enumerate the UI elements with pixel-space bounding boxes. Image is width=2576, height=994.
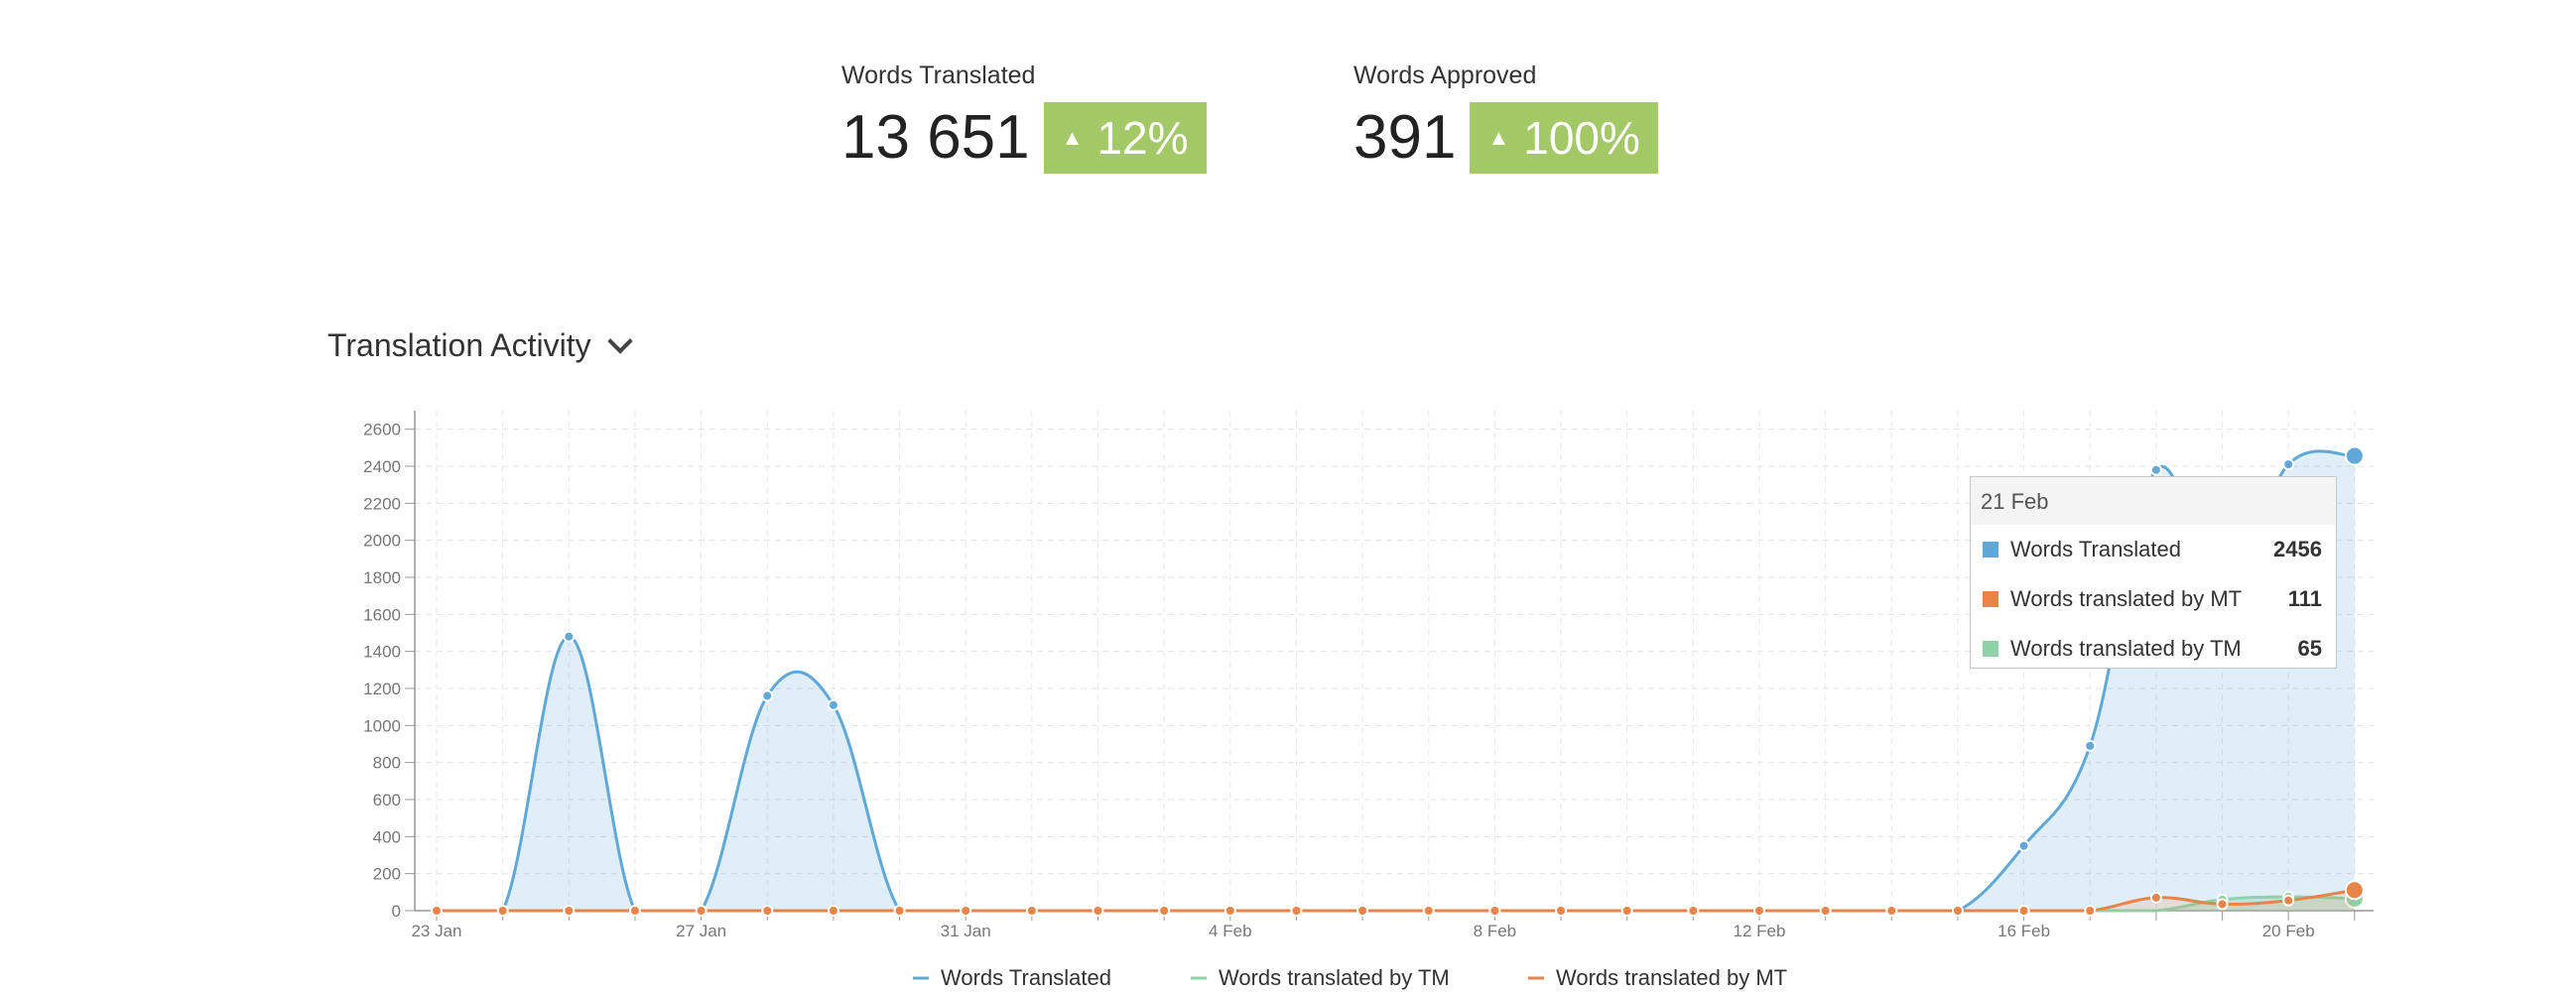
legend-swatch-icon: [1983, 641, 1998, 657]
data-point: [761, 689, 774, 702]
data-point: [1687, 905, 1700, 917]
data-point: [2216, 898, 2229, 911]
x-tick-label: 12 Feb: [1734, 922, 1786, 940]
tooltip-series-name: Words Translated: [2010, 537, 2182, 561]
x-tick-label: 23 Jan: [411, 922, 461, 940]
data-point: [1025, 905, 1038, 917]
y-tick-label: 600: [373, 791, 401, 809]
data-point: [1158, 905, 1171, 917]
tooltip-series-value: 65: [2297, 636, 2322, 661]
words-approved-stat: Words Approved 391 ▲ 100%: [1353, 62, 1658, 174]
tooltip-series-value: 111: [2287, 586, 2322, 611]
legend-swatch-icon: [1983, 591, 1998, 607]
data-point: [431, 905, 443, 917]
y-tick-label: 1400: [363, 643, 401, 662]
data-point: [2017, 905, 2030, 917]
y-tick-label: 1000: [363, 716, 401, 735]
translation-activity-header[interactable]: Translation Activity: [327, 327, 633, 364]
words-approved-change-badge: ▲ 100%: [1470, 102, 1658, 174]
y-tick-label: 2600: [363, 421, 401, 439]
up-triangle-icon: ▲: [1061, 125, 1084, 150]
data-point: [960, 905, 972, 917]
data-point: [827, 698, 839, 711]
words-approved-label: Words Approved: [1353, 62, 1537, 89]
legend-swatch-icon: [1983, 542, 1998, 558]
up-triangle-icon: ▲: [1487, 125, 1510, 150]
y-tick-label: 1200: [363, 680, 401, 698]
data-point: [2017, 839, 2030, 852]
words-translated-change-badge: ▲ 12%: [1043, 102, 1207, 174]
x-tick-label: 31 Jan: [941, 922, 991, 940]
data-point: [1753, 905, 1765, 917]
data-point: [1488, 905, 1501, 917]
tooltip-series-name: Words translated by TM: [2010, 636, 2242, 661]
data-point: [1290, 905, 1303, 917]
words-translated-stat: Words Translated 13 651 ▲ 12%: [841, 62, 1207, 174]
x-tick-label: 8 Feb: [1474, 922, 1516, 940]
data-point: [695, 905, 708, 917]
tooltip-row: Words translated by TM 65: [1971, 624, 2336, 674]
data-point: [2084, 739, 2097, 752]
data-point: [496, 905, 509, 917]
data-point: [2344, 445, 2365, 466]
data-point: [2282, 894, 2295, 907]
y-tick-label: 800: [373, 754, 401, 773]
x-tick-label: 27 Jan: [676, 922, 726, 940]
data-point: [563, 630, 576, 643]
y-tick-label: 2400: [363, 457, 401, 476]
tooltip-date: 21 Feb: [1971, 477, 2336, 525]
data-point: [1885, 905, 1898, 917]
data-point: [1422, 905, 1435, 917]
data-point: [1224, 905, 1236, 917]
y-tick-label: 400: [373, 827, 401, 846]
data-point: [827, 905, 839, 917]
words-translated-change: 12%: [1096, 112, 1189, 164]
legend-item: Words translated by MT: [1556, 965, 1787, 990]
y-tick-label: 2000: [363, 532, 401, 551]
data-point: [1620, 905, 1633, 917]
data-point: [1356, 905, 1369, 917]
words-translated-value: 13 651: [841, 103, 1030, 172]
data-point: [2344, 880, 2365, 901]
tooltip-row: Words translated by MT 111: [1971, 574, 2336, 624]
y-tick-label: 1800: [363, 568, 401, 587]
words-approved-change: 100%: [1523, 112, 1640, 164]
series-line: [437, 888, 2356, 913]
series-area: [437, 890, 2355, 911]
data-point: [563, 905, 576, 917]
data-point: [628, 905, 641, 917]
data-point: [2084, 905, 2097, 917]
y-tick-label: 2200: [363, 494, 401, 513]
legend-item: Words translated by TM: [1219, 965, 1450, 990]
words-approved-value: 391: [1353, 103, 1457, 172]
y-tick-label: 0: [392, 902, 401, 921]
data-point: [1092, 905, 1104, 917]
data-point: [893, 905, 906, 917]
data-point: [1555, 905, 1568, 917]
data-point: [1819, 905, 1832, 917]
legend-item: Words Translated: [941, 965, 1111, 990]
tooltip-series-name: Words translated by MT: [2010, 586, 2243, 611]
tooltip-row: Words Translated 2456: [1971, 525, 2336, 574]
chart-tooltip: 21 Feb Words Translated 2456 Words trans…: [1970, 476, 2337, 669]
data-point: [2149, 891, 2162, 904]
x-tick-label: 4 Feb: [1209, 922, 1251, 940]
data-point: [2282, 458, 2295, 471]
x-tick-label: 16 Feb: [1997, 922, 2050, 940]
y-tick-label: 1600: [363, 605, 401, 624]
data-point: [2149, 463, 2162, 476]
tooltip-series-value: 2456: [2273, 537, 2322, 561]
section-title: Translation Activity: [327, 327, 591, 363]
data-point: [761, 905, 774, 917]
x-tick-label: 20 Feb: [2262, 922, 2315, 940]
words-translated-label: Words Translated: [841, 62, 1036, 89]
y-tick-label: 200: [373, 865, 401, 884]
data-point: [1951, 905, 1964, 917]
